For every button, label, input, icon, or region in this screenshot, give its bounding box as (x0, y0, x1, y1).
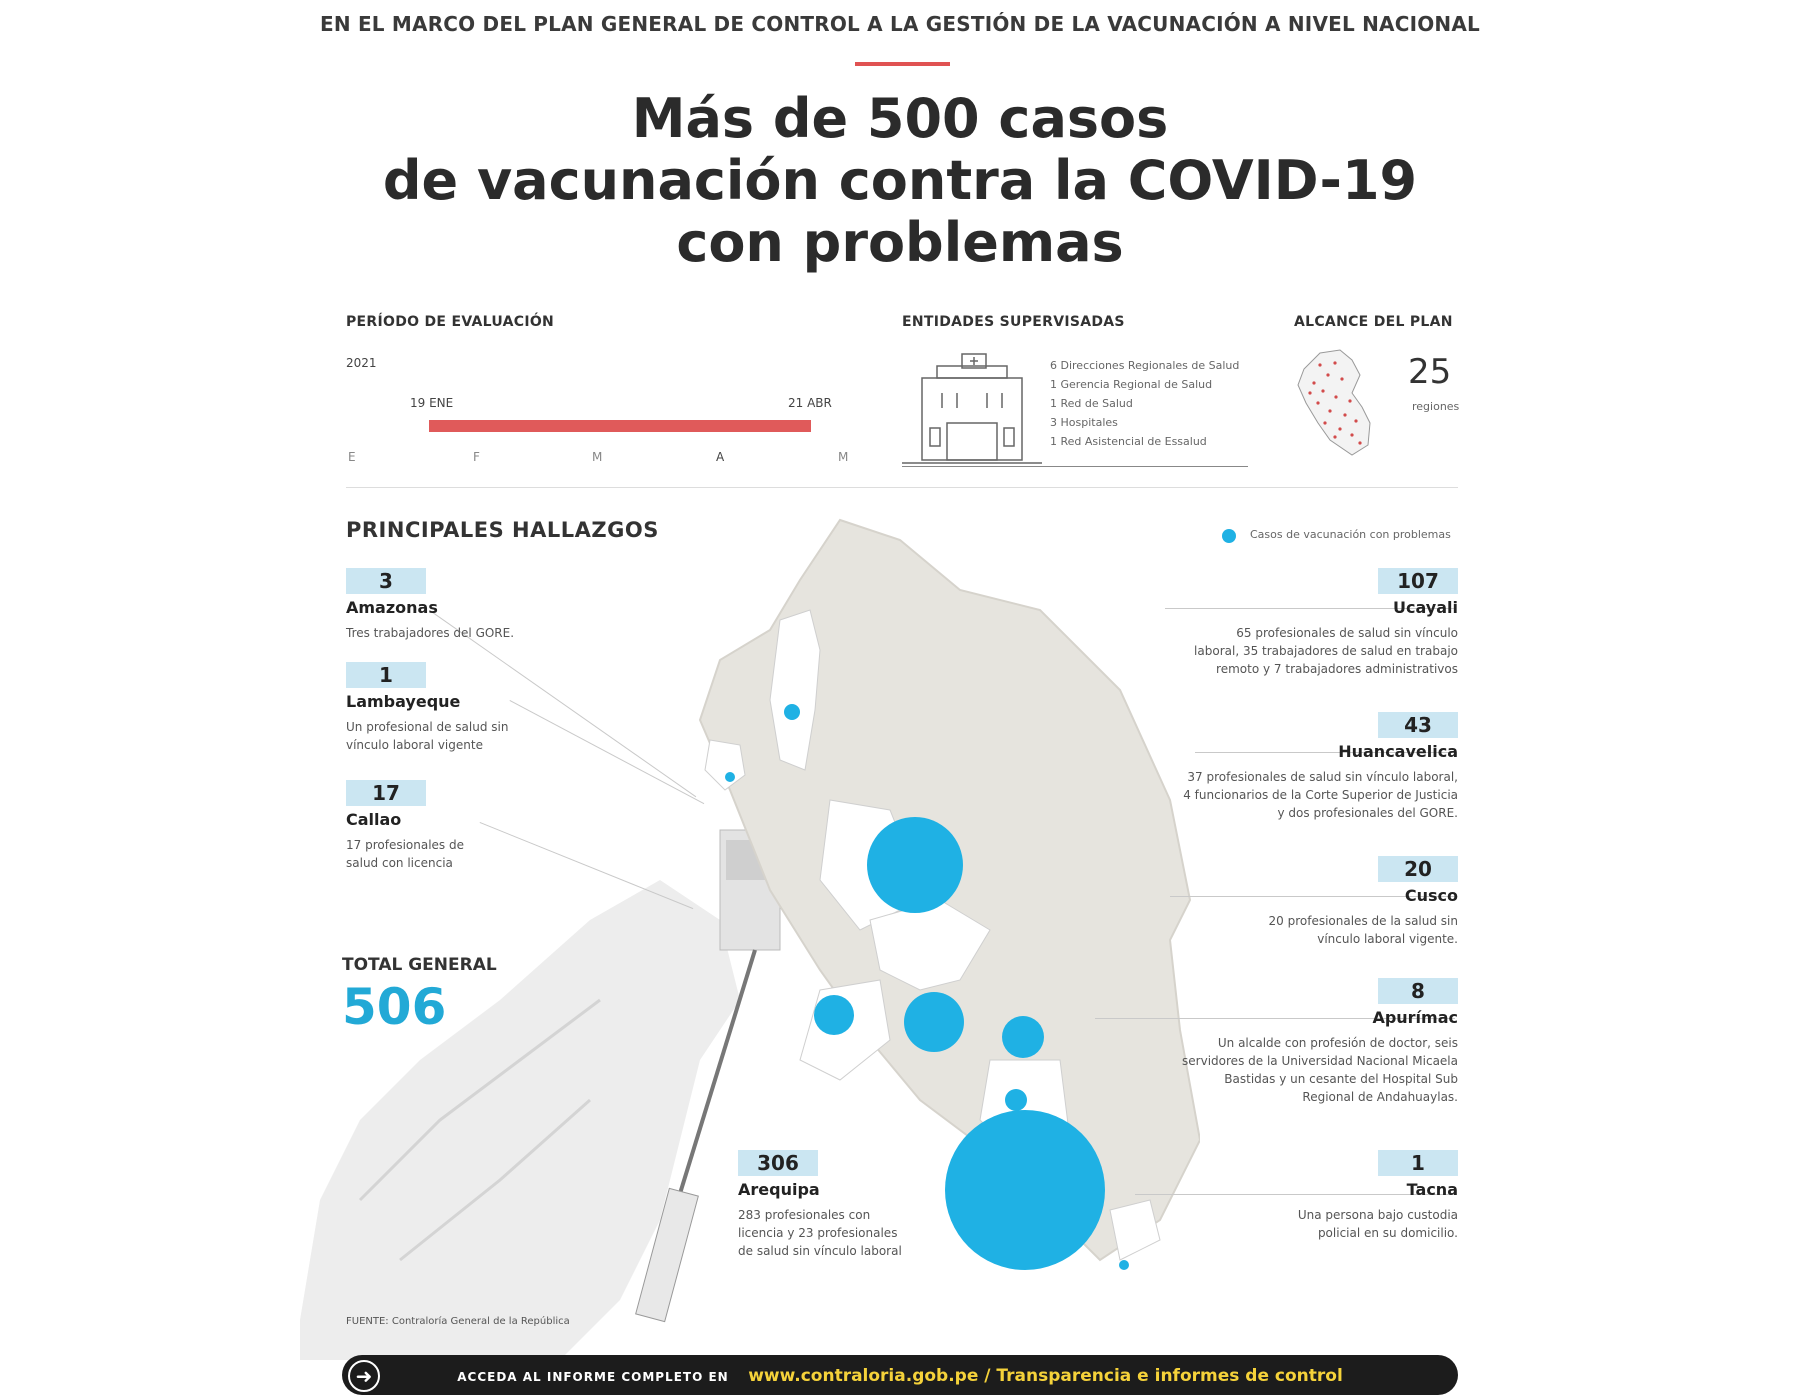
region-name: Huancavelica (1338, 742, 1458, 761)
count-badge: 3 (346, 568, 426, 594)
month-label: M (592, 450, 603, 464)
region-desc: Una persona bajo custodia policial en su… (1297, 1208, 1458, 1240)
footer-banner[interactable]: ➜ ACCEDA AL INFORME COMPLETO EN www.cont… (342, 1355, 1458, 1395)
region-name: Amazonas (346, 598, 438, 617)
entidades-list: 6 Direcciones Regionales de Salud 1 Gere… (1050, 356, 1239, 451)
month-label: M (838, 450, 849, 464)
count-badge: 1 (1378, 1150, 1458, 1176)
connector-line (1165, 608, 1455, 609)
region-desc: 20 profesionales de la salud sin vínculo… (1268, 914, 1458, 946)
hallazgos-title: PRINCIPALES HALLAZGOS (346, 518, 659, 542)
connector-line (1095, 1018, 1455, 1019)
title-line-3: con problemas (676, 211, 1124, 274)
connector-line (1170, 896, 1455, 897)
footer-text: ACCEDA AL INFORME COMPLETO EN www.contra… (342, 1366, 1458, 1386)
region-name: Apurímac (1372, 1008, 1458, 1027)
entidad-item: 6 Direcciones Regionales de Salud (1050, 359, 1240, 372)
legend-dot-icon (1222, 529, 1236, 543)
connector-line (1195, 752, 1455, 753)
region-desc: Un alcalde con profesión de doctor, seis… (1182, 1036, 1458, 1104)
count-badge: 43 (1378, 712, 1458, 738)
region-name: Cusco (1404, 886, 1458, 905)
connector-line (1135, 1194, 1455, 1195)
region-desc: Tres trabajadores del GORE. (346, 626, 515, 640)
count-badge: 17 (346, 780, 426, 806)
month-label: A (716, 450, 725, 464)
count-badge: 1 (346, 662, 426, 688)
alcance-label: ALCANCE DEL PLAN (1294, 314, 1453, 330)
region-name: Ucayali (1393, 598, 1458, 617)
alcance-unit: regiones (1412, 400, 1460, 413)
entidades-baseline (902, 466, 1248, 467)
month-label: F (473, 450, 480, 464)
region-desc: 283 profesionales con licencia y 23 prof… (738, 1208, 902, 1258)
source-note: FUENTE: Contraloría General de la Repúbl… (346, 1316, 570, 1327)
count-badge: 306 (738, 1150, 818, 1176)
count-badge: 107 (1378, 568, 1458, 594)
region-name: Arequipa (738, 1180, 820, 1199)
entidad-item: 1 Red Asistencial de Essalud (1050, 435, 1207, 448)
title-line-1: Más de 500 casos (631, 87, 1169, 150)
region-desc: 65 profesionales de salud sin vínculo la… (1194, 626, 1458, 676)
count-badge: 8 (1378, 978, 1458, 1004)
entidad-item: 3 Hospitales (1050, 416, 1118, 429)
legend-label: Casos de vacunación con problemas (1250, 528, 1451, 541)
region-desc: Un profesional de salud sin vínculo labo… (346, 720, 509, 752)
region-desc: 17 profesionales de salud con licencia (346, 838, 464, 870)
kicker-text: EN EL MARCO DEL PLAN GENERAL DE CONTROL … (319, 12, 1480, 36)
region-name: Tacna (1406, 1180, 1458, 1199)
section-divider (346, 487, 1458, 488)
entidad-item: 1 Gerencia Regional de Salud (1050, 378, 1213, 391)
accent-divider (855, 62, 950, 66)
footer-link[interactable]: www.contraloria.gob.pe / Transparencia e… (748, 1366, 1343, 1386)
count-badge: 20 (1378, 856, 1458, 882)
periodo-start: 19 ENE (410, 396, 454, 410)
total-label: TOTAL GENERAL (342, 955, 497, 975)
alcance-value: 25 (1408, 352, 1452, 392)
region-desc: 37 profesionales de salud sin vínculo la… (1183, 770, 1458, 820)
peru-map-illustration (300, 518, 1200, 1360)
periodo-label: PERÍODO DE EVALUACIÓN (346, 314, 555, 330)
entidades-label: ENTIDADES SUPERVISADAS (902, 314, 1125, 330)
month-label: E (348, 450, 356, 464)
region-name: Callao (346, 810, 402, 829)
periodo-bar (429, 420, 811, 432)
region-name: Lambayeque (346, 692, 461, 711)
footer-lead: ACCEDA AL INFORME COMPLETO EN (457, 1370, 729, 1384)
hospital-icon (902, 353, 1042, 464)
periodo-end: 21 ABR (788, 396, 832, 410)
arrow-right-icon[interactable]: ➜ (348, 1360, 380, 1392)
page-title: Más de 500 casos de vacunación contra la… (250, 88, 1550, 274)
total-value: 506 (342, 978, 447, 1036)
periodo-year: 2021 (346, 356, 377, 370)
title-line-2: de vacunación contra la COVID-19 (382, 149, 1418, 212)
entidad-item: 1 Red de Salud (1050, 397, 1133, 410)
peru-mini-map-icon (1297, 349, 1371, 456)
